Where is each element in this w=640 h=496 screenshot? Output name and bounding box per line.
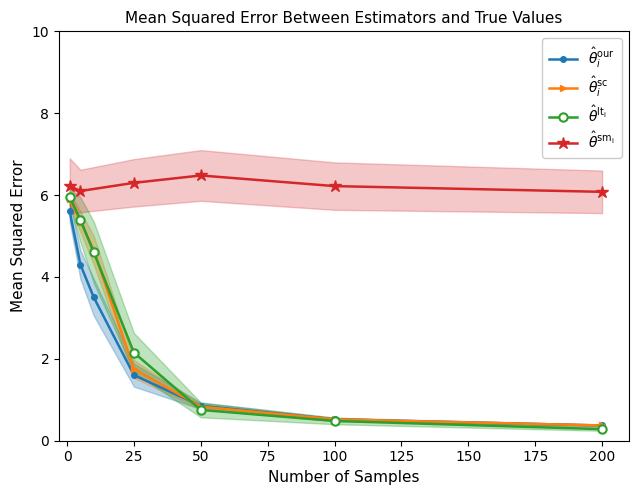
- Line: $\hat{\theta}_i^{\rm our}$: $\hat{\theta}_i^{\rm our}$: [67, 209, 605, 428]
- $\hat{\theta}_i^{\rm our}$: [331, 416, 339, 422]
- $\hat{\theta}^{\rm sm_i}$: [130, 180, 138, 186]
- $\hat{\theta}^{\rm sm_i}$: [197, 173, 205, 179]
- $\hat{\theta}^{\rm lt_i}$: [77, 217, 84, 223]
- $\hat{\theta}_i^{\rm our}$: [598, 423, 606, 429]
- Line: $\hat{\theta}^{\rm lt_i}$: $\hat{\theta}^{\rm lt_i}$: [65, 193, 606, 434]
- $\hat{\theta}^{\rm lt_i}$: [598, 426, 606, 432]
- $\hat{\theta}_i^{\rm our}$: [77, 262, 84, 268]
- Line: $\hat{\theta}^{\rm sm_i}$: $\hat{\theta}^{\rm sm_i}$: [63, 169, 609, 198]
- $\hat{\theta}^{\rm lt_i}$: [90, 249, 98, 255]
- $\hat{\theta}^{\rm lt_i}$: [197, 407, 205, 413]
- Line: $\hat{\theta}_i^{\rm sc}$: $\hat{\theta}_i^{\rm sc}$: [67, 196, 605, 429]
- $\hat{\theta}^{\rm sm_i}$: [598, 189, 606, 195]
- Y-axis label: Mean Squared Error: Mean Squared Error: [11, 160, 26, 312]
- $\hat{\theta}_i^{\rm sc}$: [66, 196, 74, 202]
- $\hat{\theta}_i^{\rm sc}$: [90, 248, 98, 253]
- $\hat{\theta}^{\rm sm_i}$: [331, 183, 339, 189]
- $\hat{\theta}^{\rm lt_i}$: [130, 350, 138, 356]
- $\hat{\theta}_i^{\rm sc}$: [130, 366, 138, 372]
- $\hat{\theta}_i^{\rm our}$: [197, 403, 205, 409]
- $\hat{\theta}_i^{\rm sc}$: [331, 416, 339, 422]
- $\hat{\theta}^{\rm sm_i}$: [66, 183, 74, 189]
- Title: Mean Squared Error Between Estimators and True Values: Mean Squared Error Between Estimators an…: [125, 11, 563, 26]
- X-axis label: Number of Samples: Number of Samples: [268, 470, 420, 485]
- $\hat{\theta}_i^{\rm our}$: [66, 208, 74, 214]
- Legend: $\hat{\theta}_i^{\rm our}$, $\hat{\theta}_i^{\rm sc}$, $\hat{\theta}^{\rm lt_i}$: $\hat{\theta}_i^{\rm our}$, $\hat{\theta…: [542, 38, 622, 158]
- $\hat{\theta}_i^{\rm sc}$: [197, 404, 205, 410]
- $\hat{\theta}_i^{\rm our}$: [130, 372, 138, 378]
- $\hat{\theta}_i^{\rm sc}$: [77, 219, 84, 225]
- $\hat{\theta}^{\rm lt_i}$: [331, 418, 339, 424]
- $\hat{\theta}_i^{\rm our}$: [90, 295, 98, 301]
- $\hat{\theta}^{\rm sm_i}$: [77, 188, 84, 194]
- $\hat{\theta}_i^{\rm sc}$: [598, 423, 606, 429]
- $\hat{\theta}^{\rm lt_i}$: [66, 194, 74, 200]
